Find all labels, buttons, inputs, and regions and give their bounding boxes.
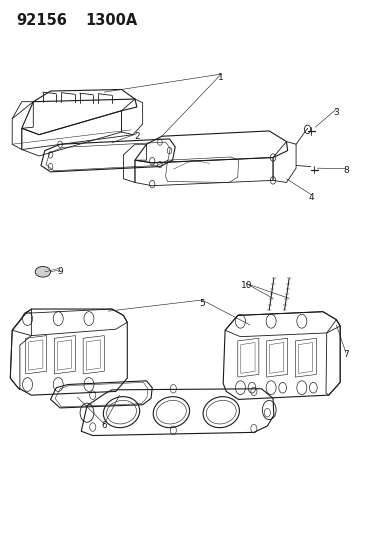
Text: 1: 1 [218,73,224,82]
Text: 6: 6 [101,422,107,431]
Text: 8: 8 [343,166,349,175]
Text: 3: 3 [333,108,339,117]
Text: 4: 4 [309,193,314,202]
Text: 7: 7 [343,350,349,359]
Text: 10: 10 [241,280,252,289]
Text: 2: 2 [134,132,140,141]
Text: 1300A: 1300A [85,13,137,28]
Text: 5: 5 [199,299,205,308]
Text: 9: 9 [57,268,63,276]
Text: 92156: 92156 [16,13,67,28]
Ellipse shape [35,266,50,277]
